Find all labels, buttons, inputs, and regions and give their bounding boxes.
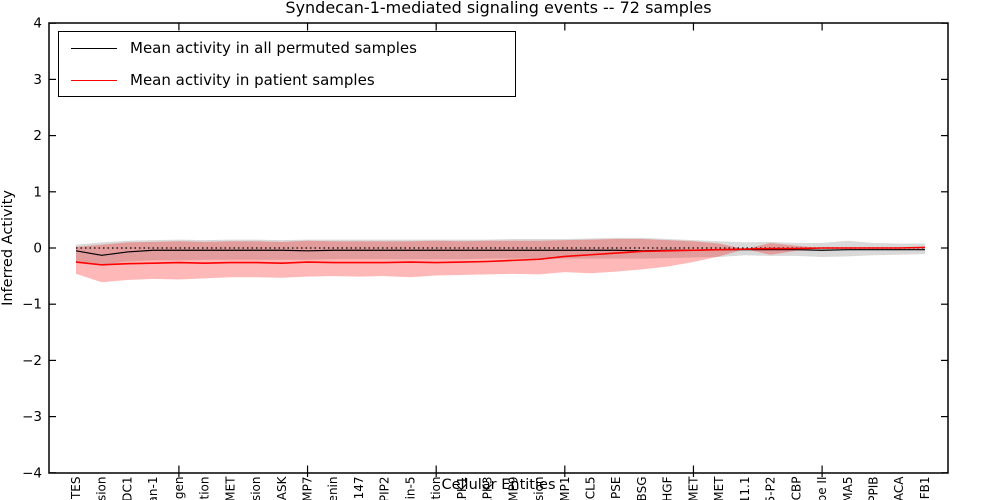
x-tick-label: SDCBP: [789, 477, 803, 500]
x-tick-label: BSG: [635, 477, 649, 500]
x-tick-label: regulation of cell adhesion: [532, 477, 546, 500]
x-tick-label: LAMA5: [841, 477, 855, 500]
x-axis-label: Cellular Entities: [441, 477, 556, 493]
x-tick-label: HPSE: [609, 477, 623, 500]
x-tick-label: PPIB: [867, 477, 881, 500]
legend-label-patient: Mean activity in patient samples: [130, 71, 375, 89]
y-tick-label: 0: [33, 241, 42, 257]
x-tick-label: HGF: [661, 476, 675, 500]
x-tick-label: Syndecan-1/Syntenin/PIP2: [378, 477, 392, 500]
x-tick-label: TGFB1: [918, 477, 932, 500]
x-tick-label: positive regulation of cell-cell adhesio…: [95, 477, 109, 500]
y-tick-label: −1: [22, 297, 42, 313]
x-tick-label: Syndecan-1/RANTES: [69, 477, 83, 500]
y-tick-label: 4: [33, 16, 42, 32]
y-tick-label: −2: [22, 353, 42, 369]
x-tick-label: PRKACA: [892, 476, 906, 500]
x-tick-label: MMP7: [301, 477, 315, 500]
x-tick-label: TGFB1/TGF beta receptor Type II: [815, 477, 829, 500]
chart-title: Syndecan-1-mediated signaling events -- …: [285, 0, 712, 17]
x-tick-label: Syndecan-1/Collagen: [172, 477, 186, 500]
x-tick-label: HGF/MET: [686, 476, 700, 500]
legend-row-permuted: Mean activity in all permuted samples: [59, 39, 515, 57]
x-tick-label: MAPK3: [481, 477, 495, 500]
x-tick-label: Syndecan-1/Syntenin: [326, 477, 340, 500]
x-tick-label: CCL5: [584, 477, 598, 500]
x-tick-label: MAPK1: [455, 477, 469, 500]
y-tick-label: −3: [22, 409, 42, 425]
legend-row-patient: Mean activity in patient samples: [59, 71, 515, 89]
permuted-line-swatch: [71, 47, 117, 49]
permuted-mean-line: [75, 249, 925, 256]
legend-label-permuted: Mean activity in all permuted samples: [130, 39, 417, 57]
x-tick-label: positive regulation of cell migration: [198, 477, 212, 500]
x-tick-label: mol:PI-4-5-P2: [764, 477, 778, 500]
y-tick-label: 3: [33, 72, 42, 88]
x-tick-label: MET: [712, 476, 726, 500]
x-tick-label: SDC1: [120, 477, 134, 500]
y-tick-label: 2: [33, 128, 42, 144]
x-tick-label: Syndecan-1/HGF/MET: [223, 476, 237, 500]
permuted-range-band: [76, 237, 925, 265]
x-tick-label: Syndecan-1/CASK: [275, 475, 289, 500]
x-tick-label: MMP9: [506, 477, 520, 500]
x-tick-label: RP11-540L11.1: [738, 477, 752, 500]
y-tick-label: 1: [33, 184, 42, 200]
x-tick-label: FGFR/FGF2/Syndecan-1: [146, 477, 160, 500]
y-axis-label: Inferred Activity: [0, 190, 16, 306]
x-tick-label: homophilic cell adhesion: [249, 477, 263, 500]
patient-line-swatch: [71, 79, 117, 81]
patient-mean-line: [75, 246, 926, 266]
x-tick-label: Syndecan-1/CD147: [352, 477, 366, 500]
x-tick-label: keratinocyte migration: [429, 477, 443, 500]
x-tick-label: Syndecan-1/Laminin-5: [403, 477, 417, 500]
y-tick-label: −4: [22, 465, 42, 481]
legend: Mean activity in all permuted samples Me…: [58, 31, 516, 97]
x-tick-label: MMP1: [558, 477, 572, 500]
